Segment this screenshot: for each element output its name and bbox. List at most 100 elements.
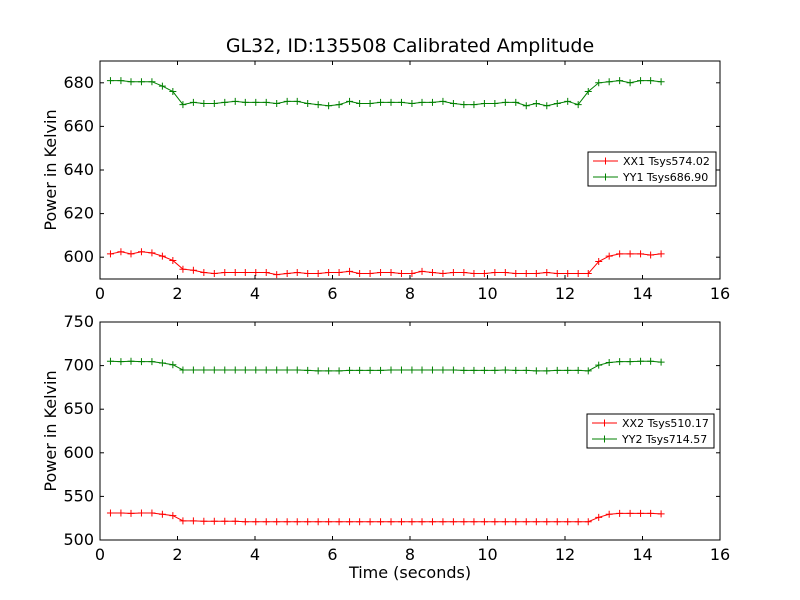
data-point — [491, 366, 499, 374]
data-point — [273, 100, 281, 108]
data-point — [470, 366, 478, 374]
data-point — [397, 270, 405, 278]
data-point — [117, 509, 125, 517]
data-point — [335, 367, 343, 375]
x-tick-label: 4 — [250, 284, 260, 303]
data-point — [501, 518, 509, 526]
data-point — [595, 361, 603, 369]
data-point — [584, 518, 592, 526]
data-point — [637, 250, 645, 258]
data-point — [449, 100, 457, 108]
data-point — [252, 268, 260, 276]
y-axis-label: Power in Kelvin — [41, 109, 60, 230]
data-point — [169, 512, 177, 520]
data-point — [657, 78, 665, 86]
data-point — [221, 366, 229, 374]
x-axis-label: Time (seconds) — [348, 563, 471, 582]
data-point — [428, 268, 436, 276]
data-point — [439, 518, 447, 526]
data-point — [221, 268, 229, 276]
y-tick-label: 620 — [63, 204, 94, 223]
x-tick-label: 14 — [632, 545, 652, 564]
data-point — [325, 367, 333, 375]
data-point — [470, 101, 478, 109]
data-point — [408, 518, 416, 526]
data-point — [314, 367, 322, 375]
y-tick-label: 660 — [63, 116, 94, 135]
data-point — [616, 358, 624, 366]
legend-marker — [601, 419, 608, 427]
data-point — [148, 358, 156, 366]
data-point — [543, 518, 551, 526]
data-point — [179, 101, 187, 109]
data-point — [283, 270, 291, 278]
data-point — [221, 517, 229, 525]
data-point — [439, 97, 447, 105]
data-point — [377, 366, 385, 374]
data-point — [179, 366, 187, 374]
data-point — [366, 100, 374, 108]
data-point — [470, 270, 478, 278]
data-point — [584, 367, 592, 375]
data-point — [283, 366, 291, 374]
data-point — [148, 509, 156, 517]
legend-marker — [602, 157, 609, 165]
data-point — [574, 270, 582, 278]
y-tick-label: 600 — [63, 247, 94, 266]
y-tick-label: 640 — [63, 160, 94, 179]
x-tick-label: 2 — [172, 284, 182, 303]
data-point — [200, 517, 208, 525]
legend: XX2 Tsys510.17 YY2 Tsys714.57 — [586, 413, 715, 449]
y-tick-label: 650 — [63, 399, 94, 418]
data-point — [439, 366, 447, 374]
data-point — [657, 250, 665, 258]
x-tick-label: 10 — [477, 284, 497, 303]
data-point — [283, 518, 291, 526]
data-point — [127, 357, 135, 365]
data-point — [158, 252, 166, 260]
data-point — [616, 250, 624, 258]
data-point — [189, 366, 197, 374]
x-tick-label: 0 — [95, 284, 105, 303]
data-point — [564, 518, 572, 526]
data-point — [460, 101, 468, 109]
x-tick-label: 14 — [632, 284, 652, 303]
data-point — [564, 366, 572, 374]
data-point — [408, 366, 416, 374]
data-point — [335, 101, 343, 109]
data-point — [449, 518, 457, 526]
data-point — [158, 82, 166, 90]
x-tick-label: 4 — [250, 545, 260, 564]
data-point — [231, 268, 239, 276]
data-point — [574, 101, 582, 109]
data-point — [210, 100, 218, 108]
data-point — [231, 366, 239, 374]
x-tick-label: 16 — [710, 284, 730, 303]
data-point — [179, 265, 187, 273]
data-point — [210, 366, 218, 374]
data-point — [626, 79, 634, 87]
data-point — [647, 357, 655, 365]
data-point — [532, 518, 540, 526]
data-point — [377, 518, 385, 526]
y-tick-label: 600 — [63, 443, 94, 462]
data-point — [252, 366, 260, 374]
data-point — [106, 77, 114, 85]
data-point — [148, 249, 156, 257]
data-point — [148, 78, 156, 86]
legend-box — [587, 151, 717, 187]
data-point — [189, 98, 197, 106]
data-point — [356, 270, 364, 278]
data-point — [553, 100, 561, 108]
data-point — [346, 267, 354, 275]
data-point — [449, 268, 457, 276]
data-point — [512, 366, 520, 374]
data-point — [293, 268, 301, 276]
data-point — [241, 518, 249, 526]
data-point — [564, 270, 572, 278]
data-point — [418, 267, 426, 275]
data-point — [262, 366, 270, 374]
legend-label: XX1 Tsys574.02 — [623, 155, 710, 168]
data-point — [480, 366, 488, 374]
